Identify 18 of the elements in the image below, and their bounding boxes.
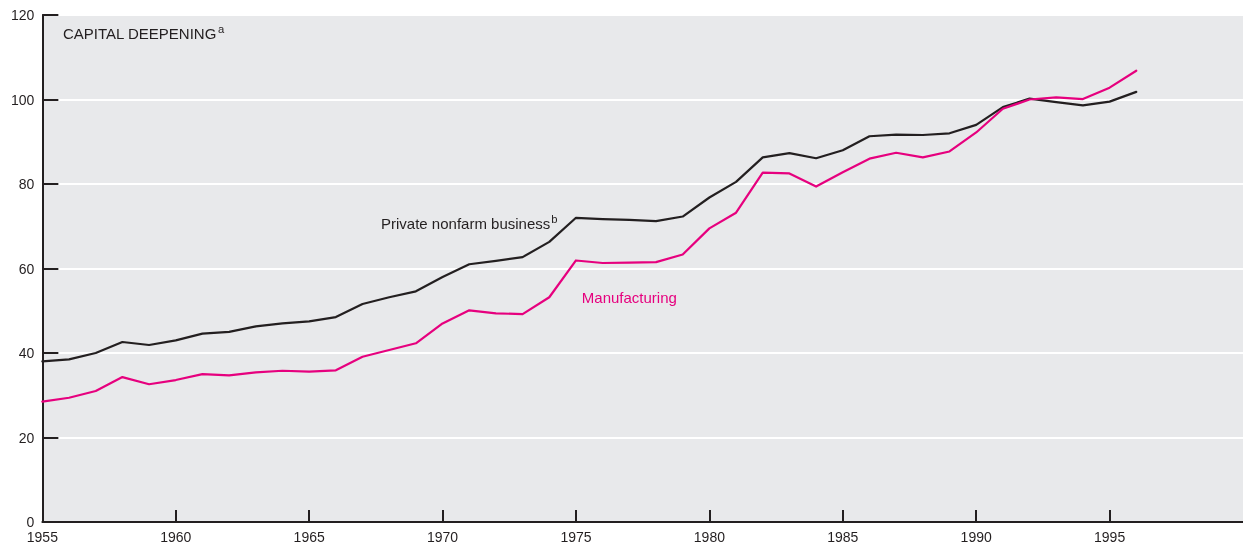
- x-tick-label: 1995: [1094, 529, 1126, 545]
- y-tick-label: 100: [11, 91, 35, 108]
- x-tick-label: 1960: [160, 529, 192, 545]
- x-tick-label: 1965: [293, 529, 325, 545]
- y-tick-label: 40: [18, 345, 35, 361]
- x-tick-label: 1985: [827, 529, 859, 545]
- y-tick-label: 20: [18, 429, 35, 446]
- y-tick-label: 0: [26, 514, 35, 530]
- x-tick-label: 1980: [693, 529, 726, 545]
- y-tick-label: 120: [11, 7, 35, 23]
- line-series: [41, 69, 1138, 403]
- series-label: Manufacturing: [581, 288, 677, 306]
- y-tick-label: 80: [18, 176, 35, 192]
- y-tick-label: 60: [18, 260, 35, 277]
- x-tick-label: 1990: [960, 529, 992, 545]
- x-tick-label: 1975: [560, 529, 592, 545]
- x-tick-label: 1970: [426, 529, 459, 545]
- x-tick-label: 1955: [26, 529, 59, 545]
